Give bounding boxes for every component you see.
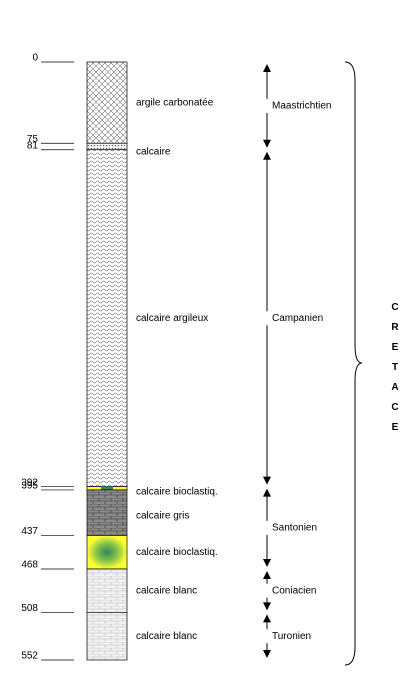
lithology-label: calcaire: [136, 146, 171, 157]
lithology-label: calcaire bioclastiq.: [136, 547, 218, 558]
stage-label: Turonien: [272, 631, 311, 642]
arrowhead: [263, 571, 271, 579]
stage-label-bg: [265, 311, 269, 326]
lithology-label: calcaire blanc: [136, 631, 197, 642]
arrowhead: [263, 614, 271, 623]
depth-label: 508: [21, 603, 38, 614]
depth-label: 0: [32, 53, 38, 64]
depth-label: 395: [21, 481, 38, 492]
lithology-label: calcaire argileux: [136, 313, 208, 324]
arrowhead: [263, 650, 271, 658]
stage-label-bg: [265, 98, 269, 113]
arrowhead: [263, 64, 271, 72]
era-brace: [344, 61, 363, 666]
stage-label-bg: [265, 629, 269, 644]
lithology-label: calcaire blanc: [136, 585, 197, 596]
layer: [86, 142, 128, 151]
layer-core: [101, 486, 113, 490]
layer: [86, 61, 128, 144]
lithology-label: calcaire bioclastiq.: [136, 487, 218, 498]
column: argile carbonatée calcaire calcaire argile…: [21, 53, 217, 662]
stage-label-bg: [265, 520, 269, 535]
stage-label: Coniacien: [272, 585, 316, 596]
arrowhead: [263, 488, 271, 497]
layer: [86, 535, 128, 570]
stage-label: Maastrichtien: [272, 101, 331, 112]
stage-label-bg: [265, 583, 269, 598]
era-label: CRETACE: [391, 302, 399, 433]
depth-label: 75: [27, 134, 39, 145]
arrowhead: [263, 151, 271, 160]
arrowhead: [263, 602, 271, 611]
stage-label: Santonien: [272, 522, 317, 533]
arrowhead: [263, 476, 271, 485]
depth-label: 437: [21, 526, 38, 537]
depth-label: 81: [27, 140, 39, 151]
arrowhead: [263, 559, 271, 567]
layer: [86, 489, 128, 536]
depth-label: 392: [21, 477, 38, 488]
stage-label: Campanien: [272, 313, 323, 324]
lithology-label: calcaire gris: [136, 511, 189, 522]
layer: [86, 611, 128, 661]
depth-label: 468: [21, 560, 38, 571]
layer: [86, 149, 128, 488]
depth-label: 552: [21, 651, 38, 662]
stages: Maastrichtien Campanien Santonien Coniacien…: [263, 64, 331, 658]
layer: [86, 568, 128, 613]
arrowhead: [263, 139, 271, 148]
lithology-label: argile carbonatée: [136, 97, 214, 108]
